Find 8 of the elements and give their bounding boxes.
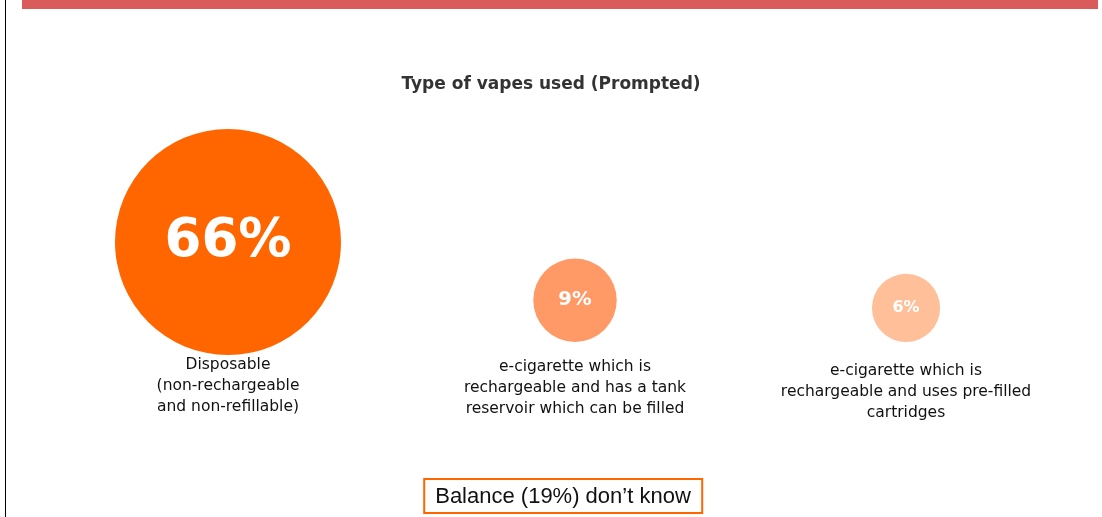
data-label: 66% [164,206,292,269]
data-label: 9% [558,287,592,311]
category-label: Disposable (non-rechargeable and non-refillable) [156,354,300,415]
category-label: e-cigarette which is rechargeable and uses pre-filled cartridges [780,360,1032,421]
category-label: e-cigarette which is rechargeable and has a tank reservoir which can be filled [463,356,687,417]
text: Type of vapes used (Prompted) [401,72,701,93]
data-label: 6% [892,297,920,317]
text: Balance (19%) don’t know [423,478,703,514]
